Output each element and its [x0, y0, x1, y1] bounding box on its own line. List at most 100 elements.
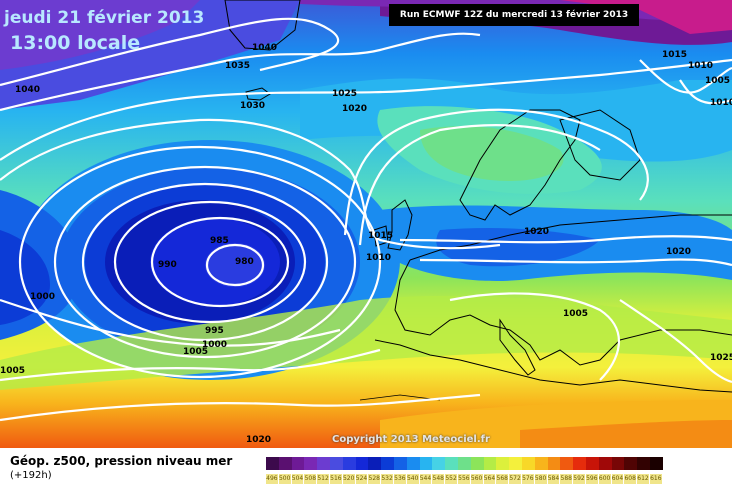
isobar-label: 1040 [252, 43, 277, 53]
isobar-label: 1020 [666, 247, 691, 257]
africa-coast [374, 339, 732, 393]
legend-swatch [368, 457, 382, 470]
forecast-offset: (+192h) [10, 470, 52, 481]
isobar-label: 1040 [15, 85, 40, 95]
legend-label: 504 [291, 474, 305, 484]
legend-swatch [266, 457, 279, 470]
forecast-time: 13:00 locale [10, 32, 141, 54]
legend-swatch [393, 457, 407, 470]
legend-swatch [342, 457, 356, 470]
legend-label: 520 [342, 474, 356, 484]
forecast-date: jeudi 21 février 2013 [4, 8, 205, 28]
legend-swatch [470, 457, 484, 470]
isobar-label: 990 [158, 260, 177, 270]
legend-label: 512 [317, 474, 330, 484]
isobar-label: 1005 [183, 347, 208, 357]
isobar-label: 985 [210, 236, 229, 246]
legend-swatch [329, 457, 343, 470]
scandinavia-outline [459, 109, 581, 221]
legend-label: 516 [329, 474, 343, 484]
legend-swatch [534, 457, 548, 470]
isobar-label: 1000 [202, 340, 227, 350]
isobar-label: 1035 [225, 61, 250, 71]
legend-label: 544 [419, 474, 433, 484]
legend-swatch [317, 457, 330, 470]
isobar-label: 995 [205, 326, 224, 336]
iceland-outline [245, 87, 271, 101]
legend-label: 608 [624, 474, 638, 484]
isobar-label: 980 [235, 257, 254, 267]
legend-label: 600 [598, 474, 612, 484]
legend-swatch [406, 457, 420, 470]
legend-swatch [291, 457, 305, 470]
legend-swatch [304, 457, 318, 470]
legend-label: 496 [266, 474, 279, 484]
legend-swatch [649, 457, 663, 470]
legend-swatch [355, 457, 369, 470]
legend-label: 552 [445, 474, 458, 484]
isobar-label: 1005 [0, 366, 25, 376]
greenland-outline [224, 0, 301, 51]
legend-label: 584 [547, 474, 561, 484]
model-run-info: Run ECMWF 12Z du mercredi 13 février 201… [389, 4, 639, 26]
legend-swatch [598, 457, 612, 470]
legend-swatch [521, 457, 535, 470]
isobar-label: 1005 [563, 309, 588, 319]
isobar-label: 1025 [710, 353, 732, 363]
color-scale-labels: 496 500 504 508 512 516 520 524 528 532 536 540 544 5… [266, 474, 663, 484]
legend-swatch [585, 457, 599, 470]
legend-swatch [611, 457, 625, 470]
isobar-label: 1020 [342, 104, 367, 114]
legend-label: 592 [573, 474, 586, 484]
legend-label: 524 [355, 474, 369, 484]
legend-swatch [483, 457, 497, 470]
isobar-label: 1005 [705, 76, 730, 86]
color-scale-legend [266, 457, 663, 470]
legend-label: 616 [649, 474, 663, 484]
isobar-label: 1020 [246, 435, 271, 445]
isobar-label: 1030 [240, 101, 265, 111]
isobars [0, 17, 732, 422]
legend-label: 528 [368, 474, 382, 484]
isobar-label: 1015 [662, 50, 687, 60]
legend-label: 564 [483, 474, 497, 484]
britain-outline [387, 199, 413, 251]
legend-swatch [278, 457, 292, 470]
copyright-text: Copyright 2013 Meteociel.fr [332, 434, 490, 445]
isobar-label: 1010 [688, 61, 713, 71]
legend-label: 612 [637, 474, 650, 484]
legend-swatch [637, 457, 650, 470]
legend-swatch [445, 457, 458, 470]
legend-swatch [624, 457, 638, 470]
legend-label: 560 [470, 474, 484, 484]
forecast-map: 1040 1040 1035 1030 1025 1020 1015 1010 … [0, 0, 732, 448]
legend-label: 536 [393, 474, 407, 484]
legend-swatch [432, 457, 446, 470]
isobar-label: 1000 [30, 292, 55, 302]
isobar-label: 1010 [366, 253, 391, 263]
isobar-labels: 1040 1040 1035 1030 1025 1020 1015 1010 … [0, 43, 732, 445]
legend-swatch [547, 457, 561, 470]
map-title: Géop. z500, pression niveau mer [10, 454, 233, 468]
legend-label: 568 [496, 474, 510, 484]
legend-label: 576 [521, 474, 535, 484]
isobar-label: 1020 [524, 227, 549, 237]
legend-label: 604 [611, 474, 625, 484]
legend-swatch [560, 457, 574, 470]
legend-swatch [419, 457, 433, 470]
legend-swatch [457, 457, 471, 470]
legend-label: 556 [457, 474, 471, 484]
legend-label: 572 [509, 474, 522, 484]
isobar-label: 1025 [332, 89, 357, 99]
legend-label: 540 [406, 474, 420, 484]
legend-label: 548 [432, 474, 446, 484]
legend-swatch [381, 457, 394, 470]
legend-label: 580 [534, 474, 548, 484]
legend-label: 500 [278, 474, 292, 484]
legend-label: 508 [304, 474, 318, 484]
legend-swatch [496, 457, 510, 470]
legend-label: 596 [585, 474, 599, 484]
isobar-label: 1015 [368, 231, 393, 241]
legend-swatch [509, 457, 522, 470]
